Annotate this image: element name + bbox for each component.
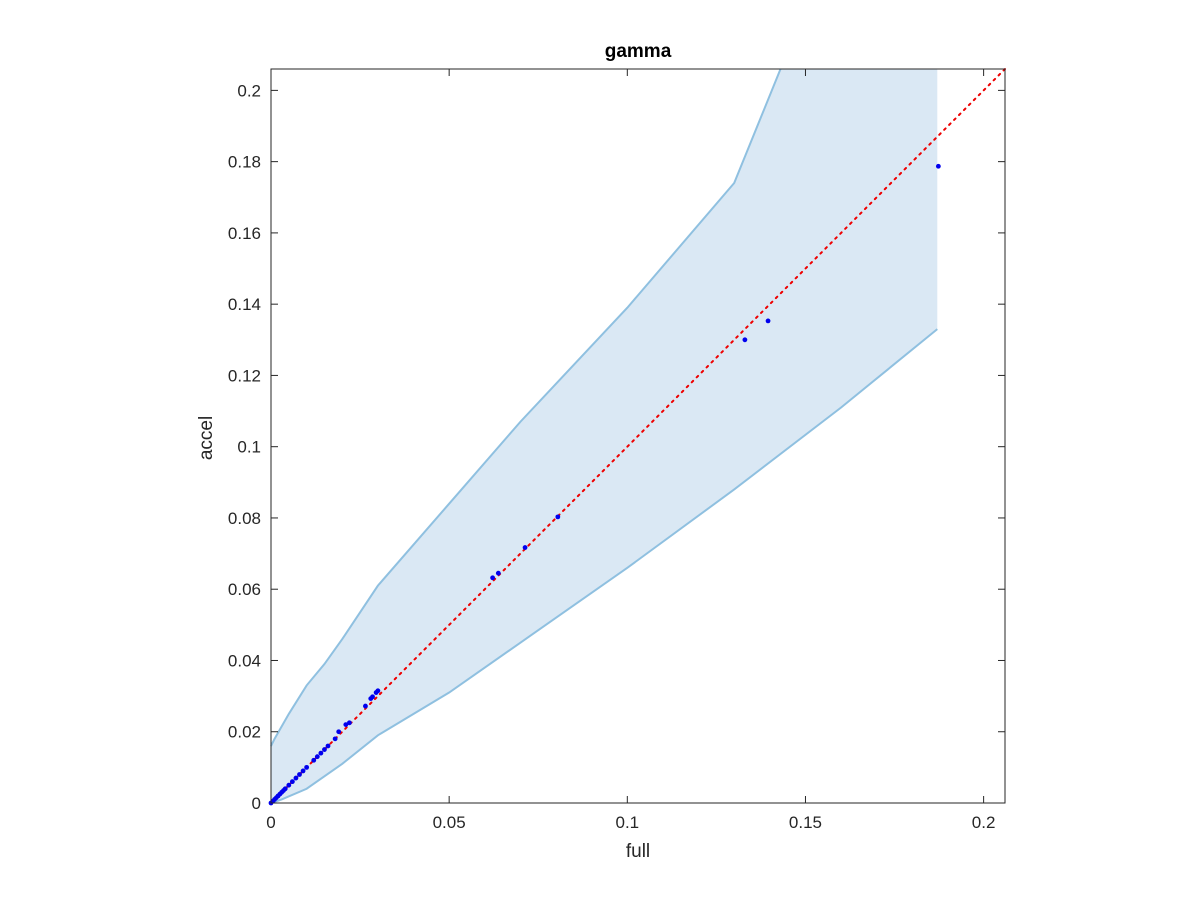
band-upper-edge bbox=[270, 68, 782, 747]
confidence-band bbox=[270, 68, 938, 804]
y-tick-label: 0.02 bbox=[228, 723, 261, 742]
reference-line bbox=[270, 68, 1006, 804]
data-point bbox=[336, 729, 342, 735]
y-tick-label: 0.1 bbox=[237, 438, 261, 457]
band-lower-edge bbox=[270, 328, 938, 804]
data-point bbox=[742, 337, 748, 343]
y-tick-label: 0.16 bbox=[228, 224, 261, 243]
data-point bbox=[555, 514, 561, 520]
data-point bbox=[314, 754, 320, 760]
y-tick-label: 0.12 bbox=[228, 366, 261, 385]
data-point bbox=[297, 772, 302, 777]
axes-frame bbox=[270, 68, 1006, 804]
data-point bbox=[490, 575, 496, 581]
data-point bbox=[325, 743, 331, 749]
data-points bbox=[268, 163, 941, 806]
data-point bbox=[286, 782, 292, 788]
y-tick-label: 0.18 bbox=[228, 153, 261, 172]
y-tick-label: 0.08 bbox=[228, 509, 261, 528]
y-tick-label: 0.2 bbox=[237, 81, 261, 100]
y-tick-label: 0.14 bbox=[228, 295, 261, 314]
data-point bbox=[935, 163, 941, 169]
band-fill bbox=[271, 69, 938, 803]
x-tick-label: 0.2 bbox=[972, 813, 996, 832]
x-tick-label: 0.15 bbox=[789, 813, 822, 832]
data-point bbox=[289, 779, 295, 785]
data-point bbox=[293, 775, 299, 781]
data-point bbox=[346, 720, 352, 726]
data-point bbox=[304, 764, 310, 770]
y-tick-label: 0 bbox=[252, 794, 261, 813]
data-point bbox=[370, 694, 375, 700]
x-tick-label: 0 bbox=[266, 813, 275, 832]
data-point bbox=[495, 570, 501, 576]
data-point bbox=[522, 545, 528, 550]
x-tick-label: 0.1 bbox=[615, 813, 639, 832]
reference-line-layer bbox=[270, 68, 1006, 804]
data-point bbox=[375, 688, 381, 694]
y-axis-label: accel bbox=[196, 416, 217, 460]
chart-title: gamma bbox=[605, 41, 672, 62]
y-tick-label: 0.04 bbox=[228, 651, 261, 670]
plot-axes bbox=[270, 68, 1006, 804]
y-tick-label: 0.06 bbox=[228, 580, 261, 599]
data-point bbox=[300, 768, 306, 774]
data-point bbox=[311, 757, 317, 763]
data-point bbox=[282, 786, 288, 792]
x-tick-label: 0.05 bbox=[433, 813, 466, 832]
data-point bbox=[343, 722, 349, 728]
data-point bbox=[318, 750, 324, 756]
data-point bbox=[363, 703, 368, 709]
data-point bbox=[765, 318, 771, 324]
tick-labels: 0 0.05 0.1 0.15 0.2 0 0.02 0.04 0.06 0.08 0.1 0.12 0… bbox=[228, 81, 996, 832]
data-point bbox=[332, 736, 338, 742]
x-axis-label: full bbox=[626, 841, 650, 862]
data-point bbox=[322, 747, 327, 752]
